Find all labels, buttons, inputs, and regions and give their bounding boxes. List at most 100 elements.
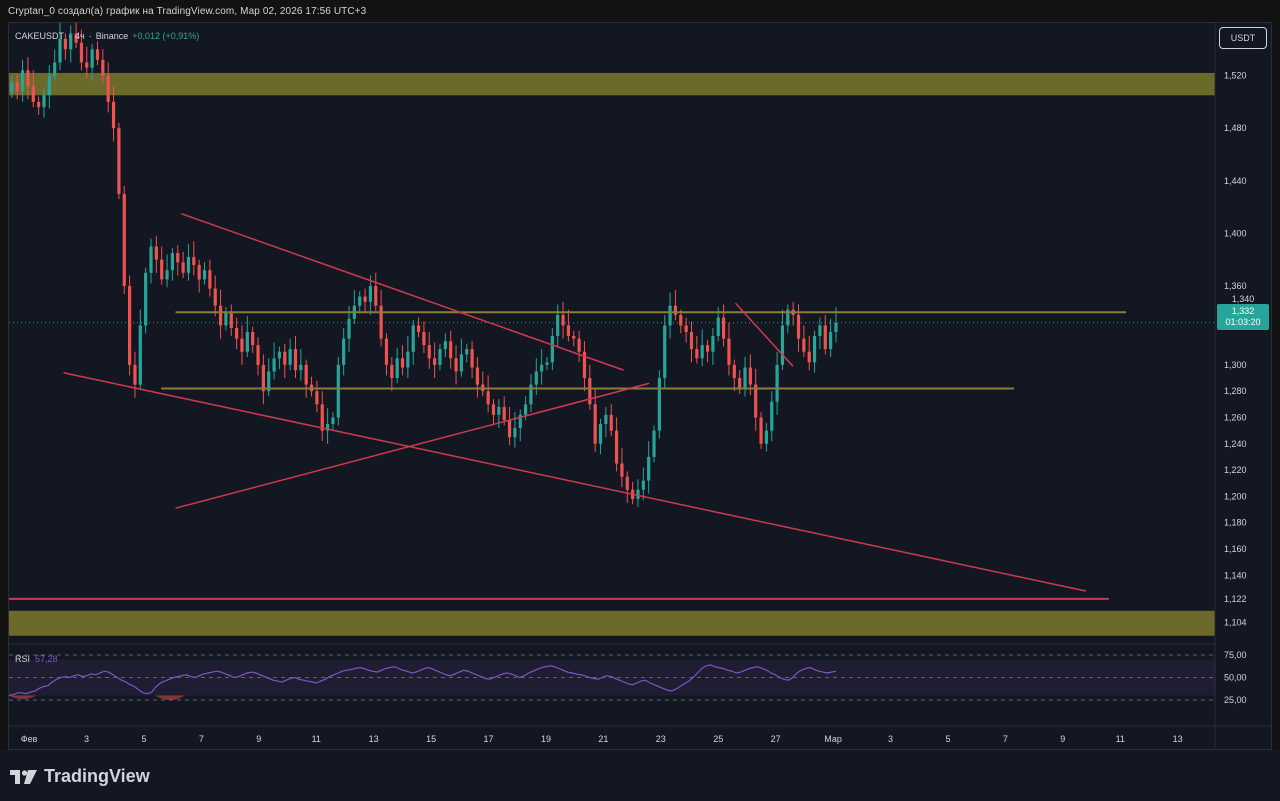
candle-body: [138, 325, 142, 385]
candle-body: [754, 384, 758, 418]
candle-body: [149, 246, 153, 273]
candle-body: [277, 351, 282, 359]
candle-body: [229, 312, 233, 329]
rsi-axis-label: 75,00: [1224, 650, 1247, 660]
candle-body: [454, 358, 458, 372]
candle-body: [336, 364, 340, 418]
candle-body: [545, 362, 549, 365]
candle-body: [384, 338, 389, 365]
candle-body: [160, 259, 164, 280]
candle-body: [331, 417, 335, 425]
candle-body: [780, 325, 785, 365]
level-price-tag: 1,340: [1217, 293, 1269, 305]
candle-body: [764, 430, 769, 444]
tradingview-logo-icon: [10, 769, 37, 784]
last-price-tag: 1,332 01:03:20: [1217, 304, 1269, 330]
candle-body: [101, 59, 105, 76]
candle-body: [802, 338, 806, 352]
candle-body: [705, 345, 710, 352]
time-axis-label: 5: [141, 734, 146, 744]
time-axis-label: 11: [1116, 734, 1125, 744]
candle-body: [732, 364, 736, 379]
candle-body: [523, 404, 528, 415]
candle-body: [213, 288, 217, 306]
candle-body: [475, 367, 480, 385]
tradingview-logo-text: TradingView: [44, 766, 150, 786]
candle-body: [240, 338, 244, 352]
candle-body: [502, 406, 506, 421]
candle-body: [90, 49, 94, 68]
candle-body: [818, 325, 822, 336]
candle-body: [497, 406, 501, 415]
candle-body: [128, 285, 132, 365]
candle-body: [700, 345, 704, 359]
candle-body: [347, 318, 351, 339]
candle-body: [582, 351, 587, 379]
candle-body: [834, 322, 838, 332]
supply-demand-zone: [9, 72, 1215, 96]
candle-body: [224, 312, 228, 326]
price-axis-label: 1,480: [1224, 123, 1247, 133]
candle-body: [63, 38, 67, 50]
candle-body: [304, 364, 308, 385]
rsi-axis-label: 25,00: [1224, 695, 1247, 705]
candle-body: [566, 325, 571, 336]
time-axis-label: 9: [1060, 734, 1065, 744]
price-axis-label: 1,180: [1224, 518, 1247, 528]
symbol-legend: CAKEUSDT · 4ч · Binance +0,012 (+0,91%): [15, 31, 199, 41]
candle-body: [202, 270, 207, 280]
candle-body: [47, 75, 51, 96]
time-axis-label: Фев: [21, 734, 38, 744]
candle-body: [400, 358, 405, 368]
price-axis-label: 1,104: [1224, 618, 1247, 628]
candle-body: [411, 325, 415, 352]
candle-body: [395, 358, 399, 379]
candle-body: [325, 424, 330, 431]
candle-body: [689, 332, 694, 350]
price-axis-label: 1,260: [1224, 412, 1247, 422]
candle-body: [176, 253, 180, 263]
tradingview-logo[interactable]: TradingView: [10, 766, 150, 787]
candle-body: [192, 257, 196, 265]
candle-body: [641, 480, 645, 490]
candle-body: [668, 305, 672, 326]
rsi-oversold-fill: [9, 695, 37, 700]
candle-body: [299, 364, 303, 371]
rsi-legend: RSI 57,28: [15, 654, 58, 664]
candle-body: [657, 378, 661, 431]
candle-body: [10, 82, 14, 93]
candle-body: [684, 325, 688, 332]
rsi-value: 57,28: [35, 654, 58, 664]
candle-body: [358, 296, 362, 306]
candle-body: [53, 62, 57, 76]
candle-body: [796, 314, 801, 339]
price-axis-label: 1,122: [1224, 594, 1247, 604]
candle-body: [245, 332, 249, 352]
candle-body: [786, 309, 790, 326]
candle-body: [379, 305, 383, 339]
price-axis-label: 1,400: [1224, 228, 1247, 238]
candle-body: [315, 391, 319, 405]
candle-body: [738, 378, 742, 389]
candle-body: [117, 128, 121, 194]
candle-body: [144, 272, 148, 326]
time-axis-label: 17: [484, 734, 494, 744]
candle-body: [342, 338, 346, 365]
candle-body: [288, 349, 292, 365]
candle-body: [85, 62, 89, 68]
time-axis-label: 11: [312, 734, 321, 744]
candle-body: [614, 430, 619, 464]
candle-body: [122, 193, 126, 286]
currency-button[interactable]: USDT: [1219, 27, 1267, 49]
candle-body: [170, 253, 175, 271]
rsi-axis-label: 50,00: [1224, 673, 1247, 683]
candle-body: [775, 364, 779, 402]
price-axis-label: 1,200: [1224, 491, 1247, 501]
candle-body: [556, 314, 560, 336]
candle-body: [106, 75, 110, 102]
symbol-name: CAKEUSDT: [15, 31, 65, 41]
candle-body: [465, 349, 469, 355]
candle-body: [593, 404, 597, 444]
candle-body: [759, 417, 763, 444]
